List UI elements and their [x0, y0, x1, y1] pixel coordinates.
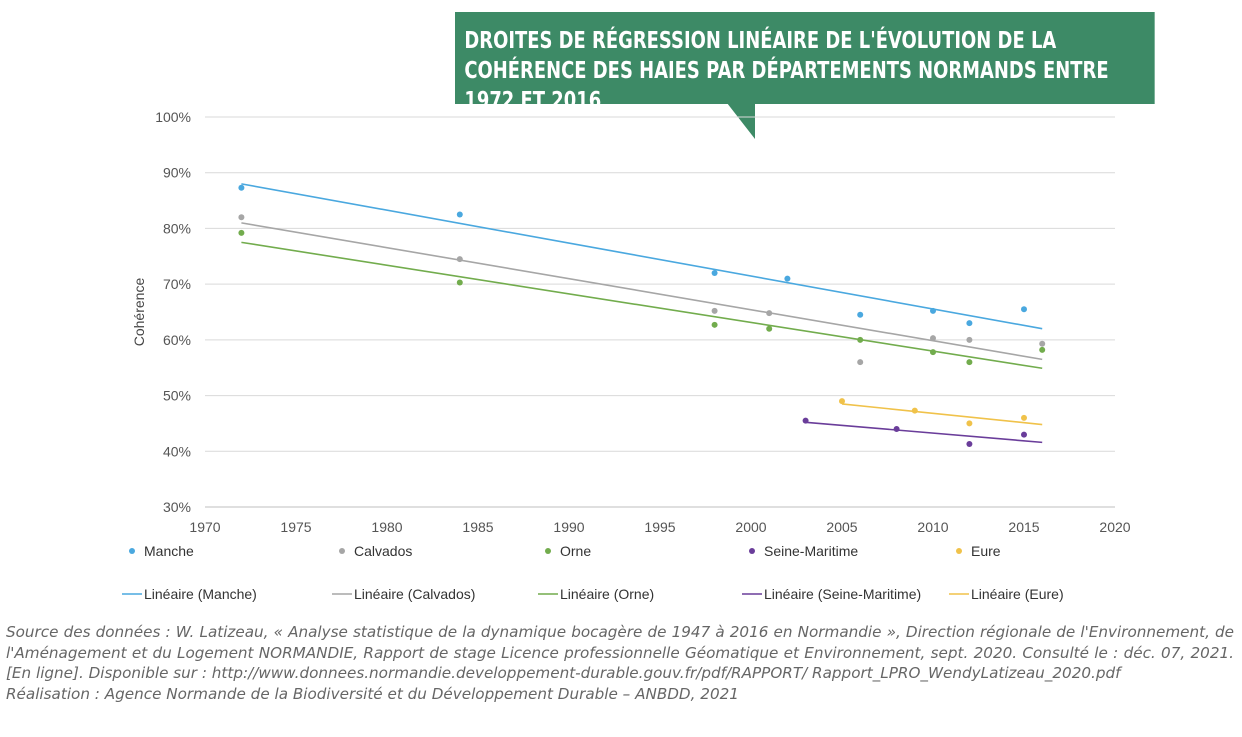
data-point: [966, 336, 973, 343]
legend-trend-label: Linéaire (Seine-Maritime): [764, 586, 921, 602]
y-tick-label: 90%: [163, 165, 191, 181]
y-tick-label: 60%: [163, 332, 191, 348]
trend-line: [241, 222, 1043, 361]
legend-trend-label: Linéaire (Orne): [560, 586, 654, 602]
x-tick-label: 1995: [644, 519, 675, 535]
x-tick-label: 2020: [1099, 519, 1130, 535]
source-note: Source des données : W. Latizeau, « Anal…: [6, 622, 1234, 704]
scatter-chart: 30%40%50%60%70%80%90%100% 1970 1975 1980 19…: [122, 109, 1131, 602]
chart-title: DROITES DE RÉGRESSION LINÉAIRE DE L'ÉVOL…: [455, 12, 1155, 114]
data-point: [930, 349, 936, 356]
data-point: [1021, 306, 1027, 313]
data-point: [784, 275, 791, 282]
data-point: [456, 211, 463, 218]
legend-trend-label: Linéaire (Calvados): [354, 586, 475, 602]
y-tick-label: 100%: [155, 109, 191, 125]
data-point: [839, 398, 845, 405]
data-point: [966, 441, 973, 448]
data-point: [893, 426, 900, 432]
data-point: [930, 335, 936, 342]
x-tick-label: 1975: [280, 519, 311, 535]
legend-label: Manche: [144, 543, 194, 559]
legend-label: Orne: [560, 543, 591, 559]
data-point: [857, 336, 864, 343]
legend-marker: [339, 548, 345, 554]
data-point: [911, 407, 918, 414]
x-tick-label: 1980: [371, 519, 402, 535]
source-citation: Source des données : W. Latizeau, « Anal…: [6, 623, 1234, 682]
trend-line: [805, 421, 1043, 444]
y-axis-label: Cohérence: [131, 278, 147, 347]
x-tick-label: 1990: [553, 519, 584, 535]
x-tick-label: 2015: [1008, 519, 1039, 535]
x-tick-label: 2010: [917, 519, 948, 535]
data-point: [857, 359, 864, 366]
legend-marker: [545, 548, 551, 554]
y-tick-label: 80%: [163, 220, 191, 236]
data-points: [238, 184, 1046, 448]
y-tick-label: 70%: [163, 276, 191, 292]
trend-lines: [241, 183, 1043, 444]
legend: Manche Linéaire (Manche) Calvados Linéaire …: [122, 543, 1064, 602]
trend-line: [841, 403, 1043, 426]
data-point: [930, 307, 936, 314]
data-point: [966, 420, 973, 427]
data-point: [1021, 431, 1027, 438]
data-point: [456, 279, 463, 286]
legend-label: Seine-Maritime: [764, 543, 858, 559]
trend-line: [241, 241, 1043, 370]
data-point: [1039, 340, 1046, 347]
y-tick-label: 50%: [163, 388, 191, 404]
data-point: [802, 417, 809, 424]
data-point: [711, 270, 718, 276]
data-point: [238, 214, 245, 221]
data-point: [966, 359, 973, 366]
y-tick-label: 30%: [163, 499, 191, 515]
data-point: [766, 325, 773, 332]
legend-marker: [749, 548, 755, 554]
legend-label: Calvados: [354, 543, 412, 559]
y-tick-label: 40%: [163, 443, 191, 459]
x-tick-label: 2000: [735, 519, 766, 535]
trend-line: [241, 183, 1043, 330]
x-tick-label: 1970: [189, 519, 220, 535]
x-tick-labels: 1970 1975 1980 1985 1990 1995 2000 2005 2010 2015…: [189, 519, 1130, 535]
data-point: [238, 229, 245, 236]
legend-marker: [129, 548, 135, 554]
x-tick-label: 2005: [826, 519, 857, 535]
legend-trend-label: Linéaire (Manche): [144, 586, 257, 602]
data-point: [766, 310, 773, 317]
data-point: [1021, 414, 1027, 421]
data-point: [711, 307, 718, 314]
credit-line: Réalisation : Agence Normande de la Biod…: [6, 684, 739, 703]
y-tick-labels: 30% 40% 50% 60% 70% 80% 90% 100%: [155, 109, 191, 515]
x-tick-label: 1985: [462, 519, 493, 535]
data-point: [711, 321, 718, 328]
data-point: [456, 256, 463, 263]
legend-trend-label: Linéaire (Eure): [971, 586, 1064, 602]
data-point: [857, 311, 864, 318]
data-point: [238, 184, 245, 191]
legend-marker: [956, 548, 962, 554]
legend-label: Eure: [971, 543, 1001, 559]
data-point: [966, 320, 973, 327]
grid-lines: [205, 116, 1115, 508]
data-point: [1039, 346, 1046, 353]
